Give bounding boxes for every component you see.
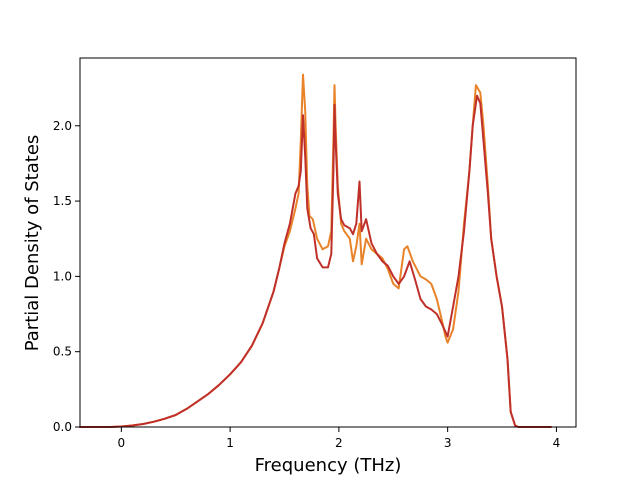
- y-tick-label: 0.5: [53, 345, 72, 359]
- x-tick-label: 0: [118, 436, 126, 450]
- x-tick-label: 4: [553, 436, 561, 450]
- y-tick-label: 2.0: [53, 119, 72, 133]
- x-tick-label: 1: [226, 436, 234, 450]
- y-tick-label: 1.0: [53, 269, 72, 283]
- x-axis-label: Frequency (THz): [255, 455, 402, 476]
- x-tick-label: 3: [444, 436, 452, 450]
- series-layer: [79, 73, 552, 428]
- series-line-2: [79, 94, 552, 428]
- y-axis-label: Partial Density of States: [22, 135, 43, 352]
- y-tick-label: 0.0: [53, 420, 72, 434]
- axes-layer: 0 1 2 3 4 0.0 0.5 1.0 1.5 2.0: [53, 57, 577, 450]
- x-tick-label: 2: [335, 436, 343, 450]
- plot-frame: [79, 57, 577, 428]
- y-tick-label: 1.5: [53, 194, 72, 208]
